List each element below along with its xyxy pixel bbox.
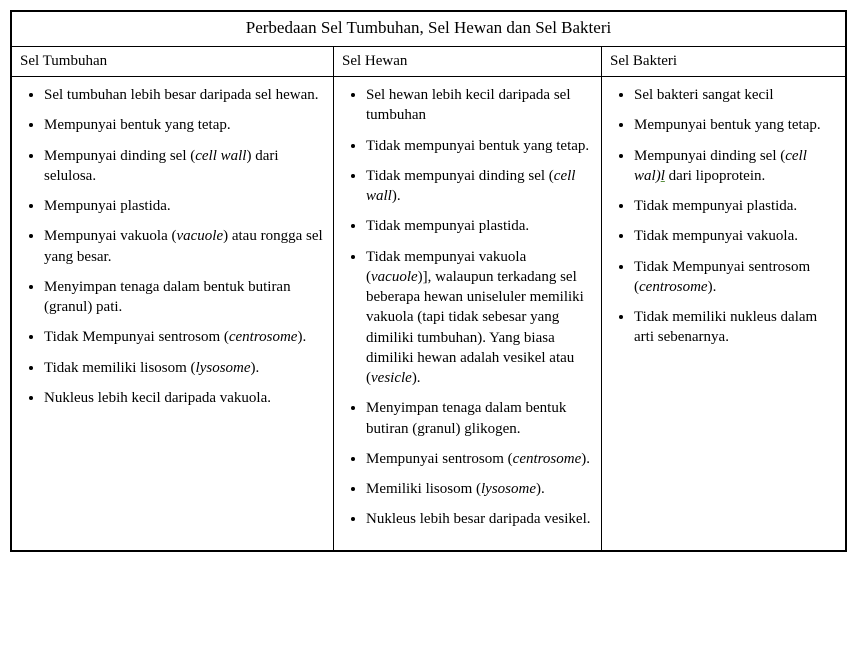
list-item: Memiliki lisosom (lysosome). bbox=[366, 479, 595, 499]
list-item: Tidak mempunyai plastida. bbox=[634, 196, 839, 216]
list-item: Menyimpan tenaga dalam bentuk butiran (g… bbox=[366, 398, 595, 439]
list-item: Sel tumbuhan lebih besar daripada sel he… bbox=[44, 85, 327, 105]
list-bakteri: Sel bakteri sangat kecil Mempunyai bentu… bbox=[608, 85, 839, 348]
table-header-row: Sel Tumbuhan Sel Hewan Sel Bakteri bbox=[12, 47, 845, 77]
list-item: Nukleus lebih besar daripada vesikel. bbox=[366, 509, 595, 529]
column-header-bakteri: Sel Bakteri bbox=[602, 47, 845, 76]
list-item: Tidak mempunyai bentuk yang tetap. bbox=[366, 136, 595, 156]
column-header-hewan: Sel Hewan bbox=[334, 47, 602, 76]
table-title: Perbedaan Sel Tumbuhan, Sel Hewan dan Se… bbox=[12, 12, 845, 47]
list-item: Sel bakteri sangat kecil bbox=[634, 85, 839, 105]
cell-hewan: Sel hewan lebih kecil daripada sel tumbu… bbox=[334, 77, 602, 550]
list-item: Menyimpan tenaga dalam bentuk butiran (g… bbox=[44, 277, 327, 318]
cell-bakteri: Sel bakteri sangat kecil Mempunyai bentu… bbox=[602, 77, 845, 550]
list-item: Mempunyai dinding sel (cell wal)l dari l… bbox=[634, 146, 839, 187]
list-item: Mempunyai vakuola (vacuole) atau rongga … bbox=[44, 226, 327, 267]
list-item: Tidak memiliki nukleus dalam arti sebena… bbox=[634, 307, 839, 348]
list-item: Tidak mempunyai dinding sel (cell wall). bbox=[366, 166, 595, 207]
list-item: Tidak mempunyai plastida. bbox=[366, 216, 595, 236]
list-item: Mempunyai sentrosom (centrosome). bbox=[366, 449, 595, 469]
table-body-row: Sel tumbuhan lebih besar daripada sel he… bbox=[12, 77, 845, 550]
list-item: Tidak memiliki lisosom (lysosome). bbox=[44, 358, 327, 378]
list-item: Tidak mempunyai vakuola (vacuole)], wala… bbox=[366, 247, 595, 389]
list-item: Sel hewan lebih kecil daripada sel tumbu… bbox=[366, 85, 595, 126]
list-hewan: Sel hewan lebih kecil daripada sel tumbu… bbox=[340, 85, 595, 530]
list-item: Mempunyai plastida. bbox=[44, 196, 327, 216]
list-item: Mempunyai bentuk yang tetap. bbox=[634, 115, 839, 135]
list-tumbuhan: Sel tumbuhan lebih besar daripada sel he… bbox=[18, 85, 327, 408]
list-item: Nukleus lebih kecil daripada vakuola. bbox=[44, 388, 327, 408]
list-item: Mempunyai dinding sel (cell wall) dari s… bbox=[44, 146, 327, 187]
list-item: Tidak Mempunyai sentrosom (centrosome). bbox=[634, 257, 839, 298]
comparison-table: Perbedaan Sel Tumbuhan, Sel Hewan dan Se… bbox=[10, 10, 847, 552]
list-item: Tidak mempunyai vakuola. bbox=[634, 226, 839, 246]
list-item: Mempunyai bentuk yang tetap. bbox=[44, 115, 327, 135]
list-item: Tidak Mempunyai sentrosom (centrosome). bbox=[44, 327, 327, 347]
cell-tumbuhan: Sel tumbuhan lebih besar daripada sel he… bbox=[12, 77, 334, 550]
column-header-tumbuhan: Sel Tumbuhan bbox=[12, 47, 334, 76]
